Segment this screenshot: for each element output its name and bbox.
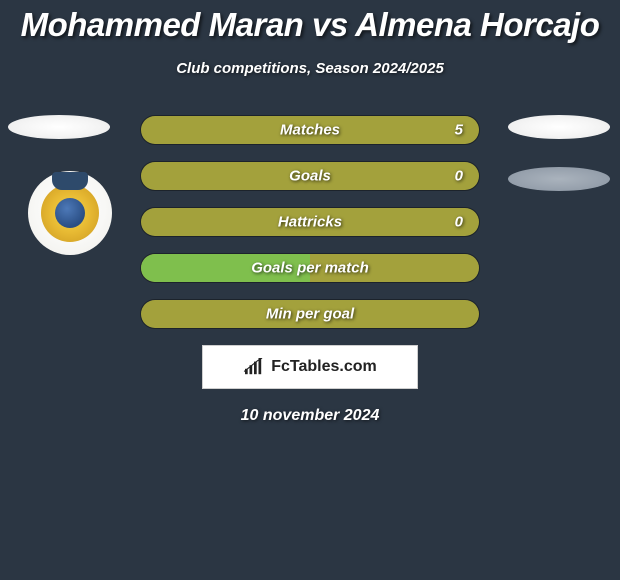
date-text: 10 november 2024 (0, 407, 620, 425)
player1-placeholder-ellipse (8, 115, 110, 139)
club-crest (28, 171, 112, 255)
stat-bar: Min per goal (140, 299, 480, 329)
stat-bar-value: 0 (455, 168, 463, 185)
stat-bar-label: Goals per match (141, 260, 479, 277)
comparison-panel: Matches5Goals0Hattricks0Goals per matchM… (0, 115, 620, 425)
stat-bar: Goals per match (140, 253, 480, 283)
stat-bar-label: Matches (141, 122, 479, 139)
stat-bar-value: 0 (455, 214, 463, 231)
stat-bar: Goals0 (140, 161, 480, 191)
player2-placeholder-ellipse-2 (508, 167, 610, 191)
page-title: Mohammed Maran vs Almena Horcajo (0, 0, 620, 44)
stat-bar: Matches5 (140, 115, 480, 145)
bar-chart-icon (243, 358, 265, 376)
stat-bar-label: Hattricks (141, 214, 479, 231)
club-crest-crown (52, 172, 88, 190)
club-crest-globe (55, 198, 85, 228)
stat-bar-label: Goals (141, 168, 479, 185)
stat-bars: Matches5Goals0Hattricks0Goals per matchM… (140, 115, 480, 329)
attribution-box: FcTables.com (202, 345, 418, 389)
player2-placeholder-ellipse-1 (508, 115, 610, 139)
stat-bar-value: 5 (455, 122, 463, 139)
stat-bar-label: Min per goal (141, 306, 479, 323)
stat-bar: Hattricks0 (140, 207, 480, 237)
club-crest-inner (41, 184, 99, 242)
subtitle: Club competitions, Season 2024/2025 (0, 60, 620, 77)
attribution-text: FcTables.com (271, 358, 377, 376)
